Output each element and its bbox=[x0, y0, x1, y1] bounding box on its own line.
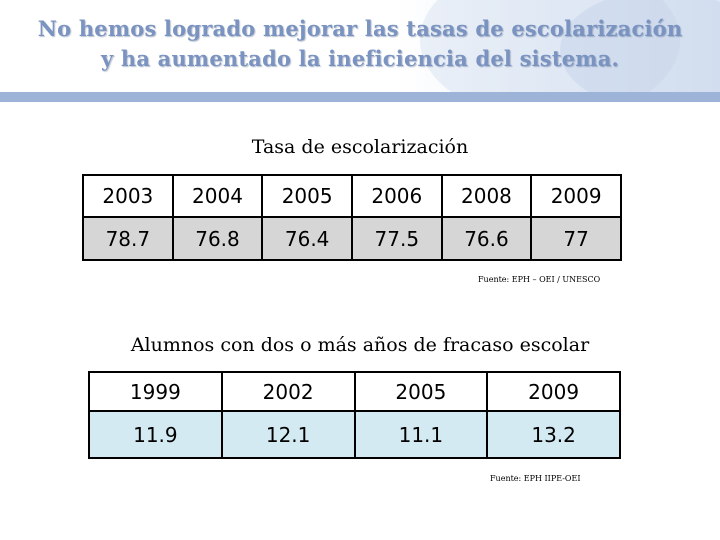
school-failure-table: 1999 2002 2005 2009 11.9 12.1 11.1 13.2 bbox=[88, 371, 621, 459]
value-cell: 13.2 bbox=[486, 410, 621, 459]
value-cell: 12.1 bbox=[220, 410, 356, 459]
value-cell: 11.1 bbox=[353, 410, 489, 459]
table1-caption: Tasa de escolarización bbox=[251, 136, 469, 158]
value-cell: 76.4 bbox=[261, 216, 353, 261]
value-cell: 76.8 bbox=[171, 216, 264, 261]
year-cell: 2008 bbox=[440, 174, 533, 218]
table2-caption: Alumnos con dos o más años de fracaso es… bbox=[130, 334, 590, 356]
value-cell: 77.5 bbox=[350, 216, 443, 261]
value-cell: 78.7 bbox=[82, 216, 174, 261]
table-row: 78.7 76.8 76.4 77.5 76.6 77 bbox=[82, 216, 622, 261]
year-cell: 2009 bbox=[486, 371, 621, 412]
slide-header: No hemos logrado mejorar las tasas de es… bbox=[0, 0, 720, 92]
table1-source: Fuente: EPH – OEI / UNESCO bbox=[478, 275, 601, 284]
value-cell: 77 bbox=[530, 216, 622, 261]
year-cell: 2004 bbox=[171, 174, 264, 218]
year-cell: 1999 bbox=[88, 371, 223, 412]
table2-source: Fuente: EPH IIPE-OEI bbox=[490, 474, 581, 483]
year-cell: 2005 bbox=[261, 174, 353, 218]
value-cell: 11.9 bbox=[88, 410, 223, 459]
year-cell: 2003 bbox=[82, 174, 174, 218]
header-band bbox=[0, 92, 720, 102]
year-cell: 2006 bbox=[350, 174, 443, 218]
slide-title-line-1: No hemos logrado mejorar las tasas de es… bbox=[37, 16, 683, 41]
header-decoration bbox=[420, 0, 680, 92]
table-row: 11.9 12.1 11.1 13.2 bbox=[88, 410, 621, 459]
table-row: 2003 2004 2005 2006 2008 2009 bbox=[82, 174, 622, 218]
year-cell: 2009 bbox=[530, 174, 622, 218]
year-cell: 2002 bbox=[220, 371, 356, 412]
slide-title: No hemos logrado mejorar las tasas de es… bbox=[10, 14, 710, 74]
table-row: 1999 2002 2005 2009 bbox=[88, 371, 621, 412]
year-cell: 2005 bbox=[353, 371, 489, 412]
enrollment-rate-table: 2003 2004 2005 2006 2008 2009 78.7 76.8 … bbox=[82, 174, 622, 261]
value-cell: 76.6 bbox=[440, 216, 533, 261]
slide-title-line-2: y ha aumentado la ineficiencia del siste… bbox=[100, 46, 620, 71]
header-decoration bbox=[560, 0, 720, 92]
